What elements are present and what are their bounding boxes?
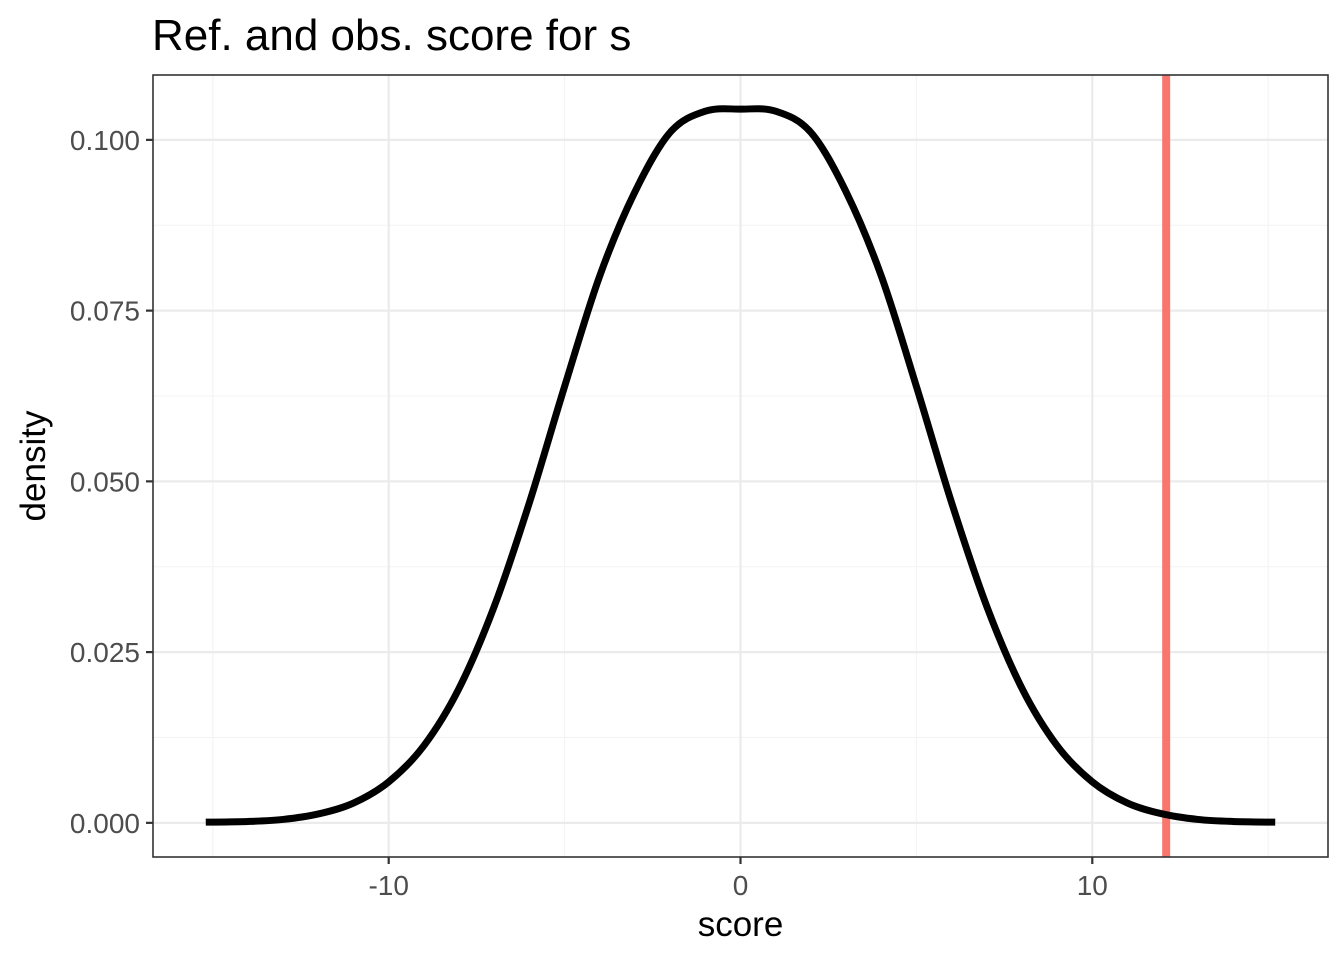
major-gridlines xyxy=(153,75,1328,857)
y-axis-title: density xyxy=(14,410,53,521)
density-curve xyxy=(205,105,1276,826)
y-tick-label: 0.050 xyxy=(70,466,140,497)
y-tick-label: 0.000 xyxy=(70,808,140,839)
y-tick-label: 0.100 xyxy=(70,125,140,156)
chart-title: Ref. and obs. score for s xyxy=(152,11,631,60)
y-tick-label: 0.025 xyxy=(70,637,140,668)
x-tick-label: 10 xyxy=(1077,870,1108,901)
y-tick-label: 0.075 xyxy=(70,296,140,327)
x-axis: -10 0 10 xyxy=(368,857,1108,901)
density-curves xyxy=(205,105,1276,826)
x-tick-label: -10 xyxy=(368,870,408,901)
x-axis-title: score xyxy=(698,905,784,944)
y-axis: 0.000 0.025 0.050 0.075 0.100 xyxy=(70,125,153,839)
x-tick-label: 0 xyxy=(733,870,749,901)
